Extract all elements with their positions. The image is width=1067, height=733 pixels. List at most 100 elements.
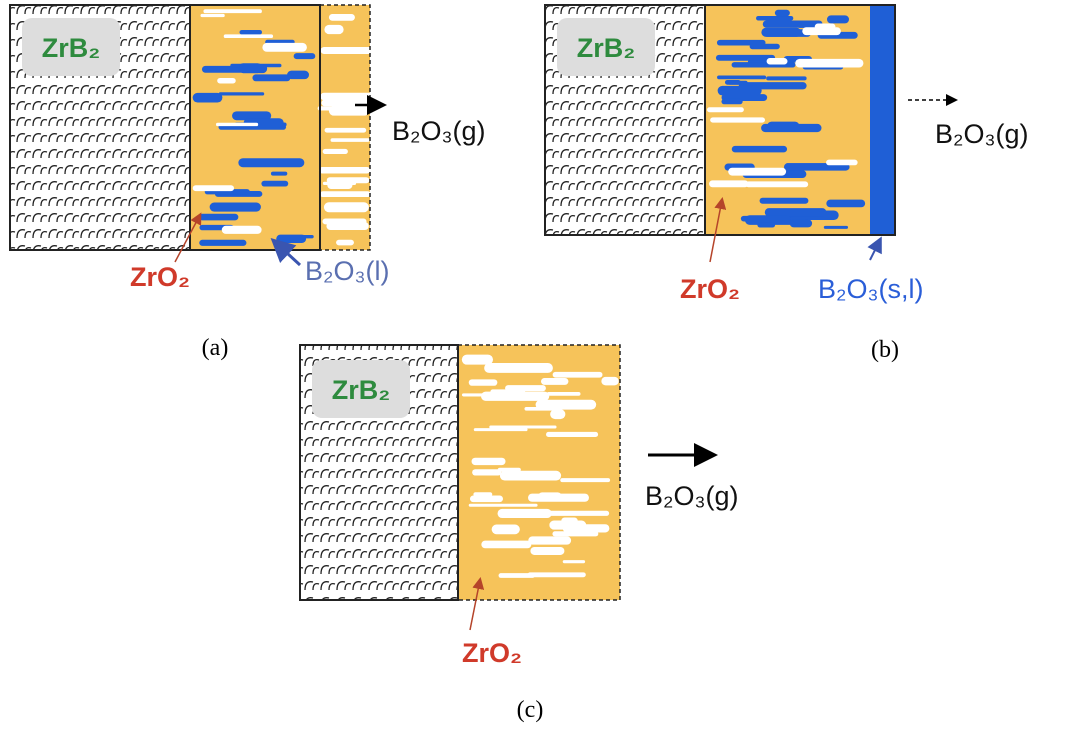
caption: (a) (202, 335, 229, 361)
figure: ZrB₂ B₂O₃(g) ZrO₂ B₂O₃(l) (a) ZrB₂ B₂O₃(… (0, 0, 1067, 733)
texture-streak (331, 138, 370, 142)
texture-streak (795, 59, 863, 68)
glass-label: B₂O₃(l) (305, 256, 389, 286)
texture-streak (324, 202, 369, 212)
texture-streak (530, 547, 564, 555)
texture-streak (193, 185, 234, 191)
texture-streak (210, 203, 261, 212)
texture-streak (767, 58, 788, 64)
texture-streak (276, 235, 306, 243)
texture-streak (271, 172, 287, 176)
porous-region (320, 5, 370, 250)
texture-streak (199, 240, 246, 246)
texture-streak (472, 458, 506, 465)
texture-streak (329, 14, 355, 21)
texture-streak (321, 47, 385, 54)
texture-streak (262, 43, 307, 52)
caption: (b) (871, 337, 899, 363)
texture-streak (528, 494, 589, 502)
texture-streak (261, 181, 288, 187)
texture-streak (323, 182, 356, 185)
texture-streak (323, 149, 348, 154)
texture-streak (498, 509, 552, 518)
gas-label: B₂O₃(g) (935, 119, 1029, 149)
texture-streak (757, 222, 775, 227)
texture-streak (216, 123, 258, 126)
oxide-label: ZrO₂ (680, 274, 740, 304)
oxide-label: ZrO₂ (130, 262, 190, 292)
texture-streak (741, 216, 791, 222)
panel-b: ZrB₂ B₂O₃(g) ZrO₂ B₂O₃(s,l) (b) (545, 5, 1029, 363)
core-label: ZrB₂ (577, 33, 636, 63)
texture-streak (760, 198, 809, 204)
texture-streak (474, 428, 528, 431)
texture-streak (717, 40, 766, 46)
texture-streak (318, 106, 379, 110)
texture-streak (294, 53, 316, 59)
texture-streak (217, 78, 236, 83)
texture-streak (826, 160, 858, 166)
texture-streak (550, 409, 565, 419)
texture-streak (756, 16, 793, 21)
texture-streak (560, 478, 610, 482)
texture-streak (790, 219, 812, 227)
texture-streak (542, 511, 609, 516)
glass-label: B₂O₃(s,l) (818, 274, 923, 304)
texture-streak (490, 389, 525, 394)
texture-streak (240, 30, 262, 35)
texture-streak (219, 92, 264, 95)
texture-streak (717, 76, 766, 80)
texture-streak (536, 400, 597, 410)
texture-streak (489, 425, 556, 428)
texture-streak (547, 392, 581, 396)
texture-streak (200, 14, 224, 17)
texture-streak (484, 363, 553, 373)
texture-streak (718, 86, 762, 96)
texture-streak (728, 81, 747, 85)
texture-streak (199, 214, 238, 221)
texture-streak (710, 117, 765, 122)
caption: (c) (517, 697, 544, 723)
gas-label: B₂O₃(g) (645, 481, 739, 511)
texture-streak (728, 168, 786, 176)
texture-streak (802, 27, 841, 35)
texture-streak (319, 167, 370, 173)
texture-streak (553, 372, 603, 378)
texture-streak (716, 55, 775, 61)
texture-streak (721, 99, 742, 104)
texture-streak (707, 107, 744, 112)
texture-streak (320, 93, 374, 100)
texture-streak (797, 23, 813, 28)
texture-streak (546, 432, 598, 437)
texture-streak (252, 74, 290, 81)
gas-label: B₂O₃(g) (392, 116, 486, 146)
texture-streak (541, 378, 568, 385)
texture-streak (775, 10, 790, 16)
texture-streak (203, 9, 261, 13)
texture-streak (824, 226, 848, 229)
texture-streak (563, 560, 585, 563)
texture-streak (326, 222, 368, 230)
texture-streak (528, 536, 571, 544)
oxide-label: ZrO₂ (462, 638, 522, 668)
texture-streak (238, 158, 304, 167)
texture-streak (469, 504, 538, 507)
texture-streak (193, 93, 223, 103)
texture-streak (786, 163, 834, 167)
texture-streak (324, 25, 343, 34)
texture-streak (767, 122, 799, 131)
texture-streak (481, 541, 531, 549)
texture-streak (766, 76, 806, 80)
texture-streak (709, 180, 748, 187)
texture-streak (827, 15, 849, 23)
texture-streak (549, 520, 586, 529)
texture-streak (469, 379, 498, 385)
texture-streak (287, 71, 309, 80)
texture-streak (745, 181, 808, 187)
glass-layer (870, 5, 895, 235)
texture-streak (492, 525, 520, 535)
panel-a: ZrB₂ B₂O₃(g) ZrO₂ B₂O₃(l) (a) (10, 5, 486, 361)
texture-streak (325, 128, 367, 133)
texture-streak (500, 471, 561, 481)
core-label: ZrB₂ (42, 33, 101, 63)
